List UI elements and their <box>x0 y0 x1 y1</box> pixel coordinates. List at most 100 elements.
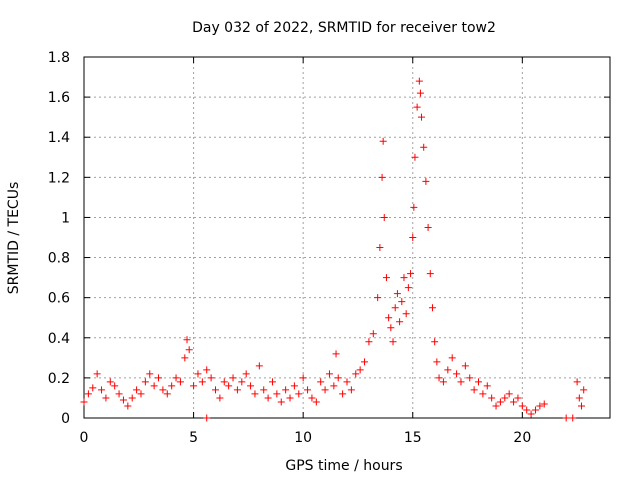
y-tick-label: 0 <box>61 411 70 427</box>
data-point <box>396 318 404 326</box>
data-point <box>496 398 504 406</box>
data-point <box>479 390 487 398</box>
data-point <box>89 384 97 392</box>
data-point <box>475 378 482 386</box>
axis-ticks: 0 5 10 15 20 0 0.2 0.4 0.6 0.8 1 1.2 1.4 1.6 1.8 <box>48 50 610 446</box>
data-point <box>247 382 255 390</box>
data-point <box>439 378 447 386</box>
data-point <box>536 402 544 410</box>
data-point <box>133 386 141 394</box>
data-point <box>418 113 426 121</box>
data-point <box>282 386 290 394</box>
data-point <box>453 370 461 378</box>
data-point <box>124 402 132 410</box>
data-point <box>361 358 369 366</box>
data-point <box>527 410 535 418</box>
y-tick-label: 0.8 <box>48 251 70 267</box>
data-point <box>391 304 399 312</box>
data-point <box>242 370 250 378</box>
y-tick-label: 0.2 <box>48 371 70 387</box>
data-point <box>98 386 106 394</box>
data-point <box>106 378 114 386</box>
data-point <box>207 374 215 382</box>
x-tick-label: 15 <box>404 430 422 446</box>
plot-frame <box>83 56 611 419</box>
data-point <box>216 394 224 402</box>
data-point <box>102 394 110 402</box>
data-point <box>398 298 406 306</box>
data-point <box>470 386 478 394</box>
data-point <box>233 386 241 394</box>
data-point <box>155 374 163 382</box>
data-point <box>347 386 355 394</box>
data-point <box>426 270 434 278</box>
data-point <box>251 390 259 398</box>
data-point <box>404 284 412 292</box>
data-point <box>172 374 180 382</box>
data-point <box>374 294 382 302</box>
data-point <box>198 378 206 386</box>
data-point <box>225 382 233 390</box>
data-point <box>325 370 333 378</box>
data-point <box>531 406 539 414</box>
data-point <box>514 394 522 402</box>
data-point <box>119 396 127 404</box>
y-tick-label: 1.6 <box>48 90 70 106</box>
data-point <box>290 382 298 390</box>
data-point <box>159 386 167 394</box>
data-point <box>413 103 421 111</box>
data-point <box>488 394 496 402</box>
data-point <box>356 366 364 374</box>
data-point <box>540 400 548 408</box>
x-tick-label: 0 <box>80 430 89 446</box>
data-point <box>492 402 500 410</box>
data-point <box>332 350 340 358</box>
data-point <box>203 414 211 422</box>
data-point <box>190 382 198 390</box>
data-point <box>435 374 443 382</box>
data-point <box>181 354 189 362</box>
data-point <box>448 354 456 362</box>
chart-title: Day 032 of 2022, SRMTID for receiver tow… <box>192 20 496 36</box>
data-point <box>416 89 424 97</box>
data-point <box>569 414 577 422</box>
y-tick-label: 1 <box>61 210 70 226</box>
data-point <box>321 386 329 394</box>
data-point <box>444 366 452 374</box>
data-point <box>428 304 436 312</box>
data-point <box>312 398 320 406</box>
data-point <box>137 390 145 398</box>
data-point <box>185 346 193 354</box>
data-point <box>334 374 342 382</box>
data-point <box>317 378 325 386</box>
data-point <box>365 338 373 346</box>
data-point <box>229 374 237 382</box>
data-point <box>457 378 465 386</box>
data-point <box>352 370 360 378</box>
data-point <box>379 137 387 145</box>
data-point <box>150 382 158 390</box>
x-tick-label: 5 <box>189 430 198 446</box>
data-point <box>115 390 123 398</box>
data-point <box>415 77 423 85</box>
data-point <box>578 402 586 410</box>
data-point <box>562 414 570 422</box>
data-point <box>194 370 202 378</box>
data-point <box>420 143 428 151</box>
data-point <box>146 370 154 378</box>
data-point <box>163 390 171 398</box>
data-point <box>501 394 509 402</box>
data-point <box>286 394 294 402</box>
data-point <box>409 234 417 241</box>
data-point <box>203 366 211 374</box>
x-tick-label: 10 <box>294 430 312 446</box>
data-point <box>308 394 316 402</box>
data-point <box>407 270 415 278</box>
data-point <box>505 390 513 398</box>
data-point <box>380 213 388 221</box>
data-point <box>238 378 246 386</box>
data-point <box>411 153 419 161</box>
data-point <box>422 177 430 185</box>
